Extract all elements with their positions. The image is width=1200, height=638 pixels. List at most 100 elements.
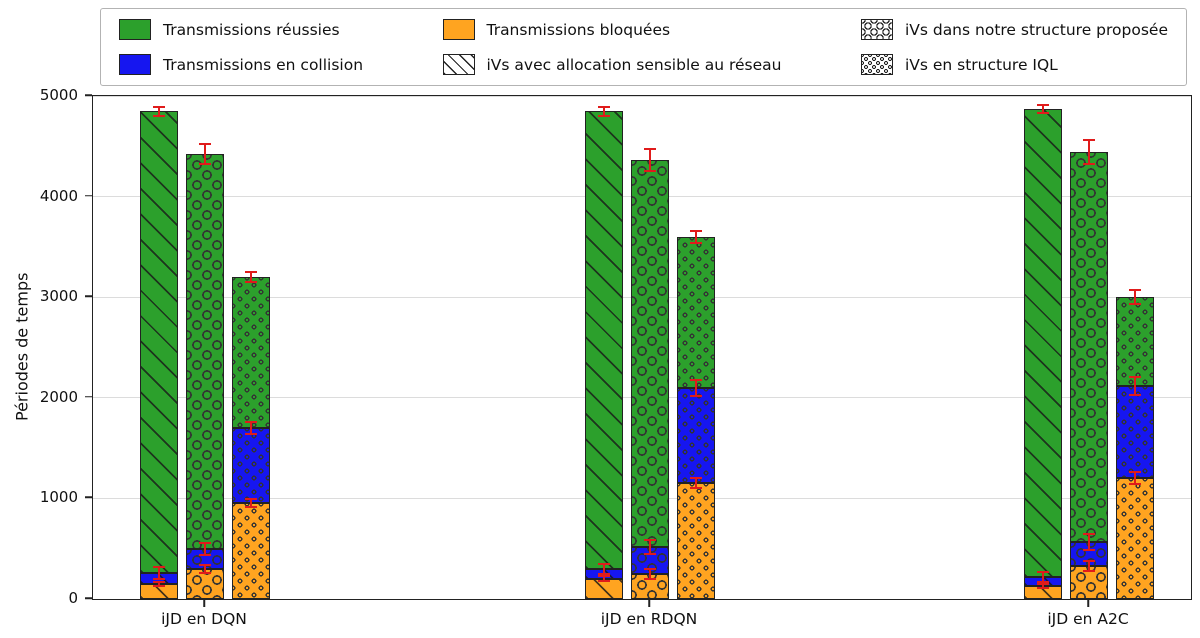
legend-item-label: Transmissions réussies: [163, 20, 340, 39]
error-bar-cap: [644, 170, 656, 173]
legend-item-label: iVs dans notre structure proposée: [904, 20, 1168, 39]
x-tick-mark: [1087, 600, 1089, 607]
x-tick-mark: [648, 600, 650, 607]
error-bar-cap: [690, 487, 702, 490]
legend-item-label: iVs avec allocation sensible au réseau: [486, 55, 782, 74]
error-bar-cap: [1037, 582, 1049, 585]
error-bar: [603, 106, 605, 116]
error-bar-cap: [690, 229, 702, 232]
bar-segment: [140, 583, 178, 599]
error-bar: [1088, 533, 1090, 550]
x-axis: iJD en DQN iJD en RDQN iJD en A2C: [92, 600, 1190, 636]
legend-item: Transmissions en collision: [119, 54, 363, 75]
error-bar: [603, 576, 605, 582]
legend-item: iVs avec allocation sensible au réseau: [442, 54, 782, 75]
y-tick-mark: [85, 496, 92, 499]
error-bar-cap: [153, 114, 165, 117]
error-bar: [204, 542, 206, 555]
y-tick-label: 5000: [39, 86, 78, 104]
error-bar: [250, 421, 252, 434]
error-bar-cap: [690, 394, 702, 397]
error-bar: [1042, 105, 1044, 114]
diag-pattern-swatch-icon: [442, 54, 475, 75]
legend-item: iVs dans notre structure proposée: [860, 19, 1168, 40]
ocirc-pattern-swatch-icon: [860, 19, 893, 40]
bar-segment: [186, 154, 224, 549]
error-bar-cap: [1083, 163, 1095, 166]
bar-segment: [1116, 297, 1154, 386]
bar-segment: [677, 387, 715, 484]
bar-segment: [677, 236, 715, 388]
error-bar-cap: [1129, 471, 1141, 474]
error-bar-cap: [598, 114, 610, 117]
error-bar-cap: [153, 577, 165, 580]
error-bar-cap: [1083, 139, 1095, 142]
error-bar-cap: [644, 567, 656, 570]
error-bar-cap: [644, 148, 656, 151]
error-bar-cap: [245, 506, 257, 509]
error-bar-cap: [1083, 569, 1095, 572]
bar-segment: [232, 277, 270, 428]
error-bar: [603, 563, 605, 574]
error-bar-cap: [1083, 559, 1095, 562]
y-tick-mark: [85, 94, 92, 96]
error-bar: [250, 272, 252, 283]
error-bar-cap: [598, 105, 610, 108]
error-bar: [204, 564, 206, 573]
x-tick-label: iJD en DQN: [161, 610, 247, 628]
bar-segment: [631, 573, 669, 599]
error-bar-cap: [199, 563, 211, 566]
y-tick-label: 1000: [39, 488, 78, 507]
error-bar: [158, 106, 160, 116]
error-bar-cap: [598, 575, 610, 578]
error-bar-cap: [1129, 375, 1141, 378]
error-bar: [695, 230, 697, 243]
error-bar-cap: [153, 565, 165, 568]
y-tick-label: 3000: [39, 287, 78, 306]
bar-segment: [1070, 565, 1108, 599]
error-bar: [649, 149, 651, 172]
bar-segment: [1070, 541, 1108, 566]
legend-item-label: Transmissions en collision: [163, 55, 364, 74]
error-bar-cap: [1129, 303, 1141, 306]
error-bar-cap: [1037, 570, 1049, 573]
legend-item: Transmissions réussies: [119, 19, 363, 40]
error-bar: [1134, 472, 1136, 485]
error-bar: [695, 379, 697, 396]
bar-segment: [631, 160, 669, 547]
plot-area: [92, 95, 1192, 600]
error-bar-cap: [644, 552, 656, 555]
error-bar: [250, 499, 252, 508]
error-bar-cap: [598, 562, 610, 565]
legend-item-label: Transmissions bloquées: [486, 20, 671, 39]
error-bar-cap: [598, 580, 610, 583]
error-bar-cap: [199, 163, 211, 166]
bar-segment: [1024, 109, 1062, 577]
error-bar-cap: [153, 580, 165, 583]
error-bar: [158, 581, 160, 586]
legend: Transmissions réussies Transmissions en c…: [100, 8, 1187, 86]
error-bar-cap: [1129, 483, 1141, 486]
error-bar-cap: [690, 241, 702, 244]
y-tick-mark: [85, 597, 92, 599]
blue-square-swatch-icon: [119, 54, 151, 75]
x-tick-label: iJD en RDQN: [600, 610, 698, 628]
y-tick-mark: [85, 194, 92, 197]
error-bar-cap: [644, 538, 656, 541]
bar-segment: [677, 483, 715, 599]
error-bar-cap: [199, 553, 211, 556]
error-bar: [1134, 290, 1136, 305]
error-bar-cap: [245, 271, 257, 274]
bar-segment: [585, 111, 623, 569]
legend-column: Transmissions bloquées iVs avec allocatio…: [442, 19, 782, 75]
error-bar-cap: [1037, 580, 1049, 583]
legend-item-label: iVs en structure IQL: [904, 55, 1058, 74]
bar-segment: [1116, 478, 1154, 599]
error-bar: [695, 478, 697, 489]
orange-square-swatch-icon: [442, 19, 475, 40]
legend-column: Transmissions réussies Transmissions en c…: [119, 19, 363, 75]
error-bar: [1088, 140, 1090, 165]
error-bar-cap: [245, 420, 257, 423]
dot-pattern-swatch-icon: [860, 54, 893, 75]
